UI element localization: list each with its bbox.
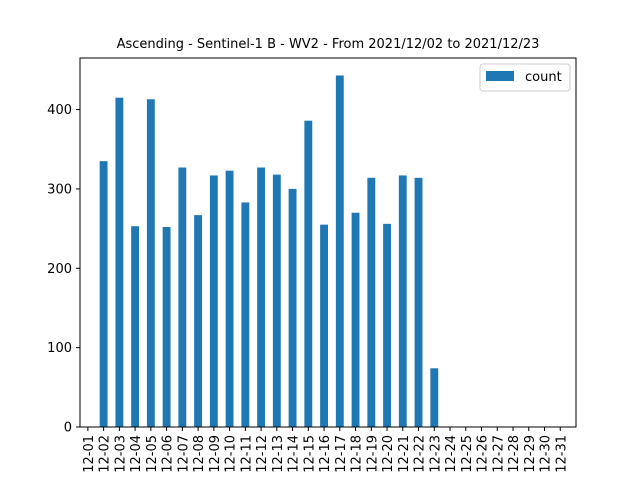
x-tick-label: 12-18 [350,435,365,473]
y-tick-label: 300 [47,182,72,197]
bar-12-15 [304,120,313,427]
bar-12-08 [194,215,203,427]
x-tick-label: 12-06 [161,435,176,473]
x-tick-label: 12-26 [476,435,491,473]
bar-12-11 [241,202,250,427]
y-tick-label: 200 [47,262,72,277]
x-tick-label: 12-09 [208,435,223,473]
y-tick-label: 0 [64,421,72,436]
x-tick-label: 12-03 [113,435,128,473]
x-tick-label: 12-19 [365,435,380,473]
bar-12-16 [320,224,328,427]
legend-box [479,63,571,92]
x-tick-label: 12-28 [507,435,522,473]
x-tick-label: 12-17 [334,435,349,473]
x-tick-label: 12-11 [239,435,254,473]
x-tick-label: 12-25 [460,435,475,473]
x-tick-label: 12-10 [224,435,239,473]
x-tick-label: 12-12 [255,435,270,473]
legend-label: count [525,70,562,85]
bar-12-10 [225,170,234,427]
bar-12-06 [162,227,171,427]
bar-12-04 [131,226,140,427]
bar-12-09 [209,175,218,427]
x-tick-label: 12-05 [145,435,160,473]
x-tick-label: 12-01 [82,435,97,473]
x-tick-label: 12-29 [523,435,538,473]
bar-12-12 [257,167,266,427]
x-tick-label: 12-15 [302,435,317,473]
x-tick-label: 12-02 [98,435,113,473]
bar-12-19 [367,177,376,427]
x-tick-label: 12-31 [554,435,569,473]
legend: count [479,63,571,92]
y-tick-label: 100 [47,341,72,356]
bar-12-22 [414,177,423,427]
x-tick-label: 12-30 [539,435,554,473]
legend-swatch [486,71,514,81]
bar-12-02 [99,161,108,427]
x-tick-label: 12-22 [413,435,428,473]
x-tick-label: 12-08 [192,435,207,473]
bar-12-18 [351,212,360,427]
bar-12-20 [383,223,391,427]
y-tick-label: 400 [47,103,72,118]
bars-layer [99,75,439,428]
x-tick-label: 12-14 [287,435,302,473]
axes-frame [79,57,577,428]
bar-12-17 [335,75,344,428]
chart-title: Ascending - Sentinel-1 B - WV2 - From 20… [117,37,540,52]
bar-12-21 [398,175,407,427]
x-tick-label: 12-23 [428,435,443,473]
x-tick-label: 12-16 [318,435,333,473]
x-tick-label: 12-20 [381,435,396,473]
x-tick-label: 12-27 [491,435,506,473]
x-tick-label: 12-24 [444,435,459,473]
bar-12-03 [115,97,124,428]
bar-12-14 [288,188,297,427]
bar-12-07 [178,167,187,427]
x-tick-label: 12-04 [129,435,144,473]
x-tick-label: 12-07 [176,435,191,473]
x-tick-label: 12-13 [271,435,286,473]
bar-12-05 [146,99,155,427]
bar-12-13 [272,174,281,427]
bar-12-23 [430,368,439,427]
x-tick-label: 12-21 [397,435,412,473]
